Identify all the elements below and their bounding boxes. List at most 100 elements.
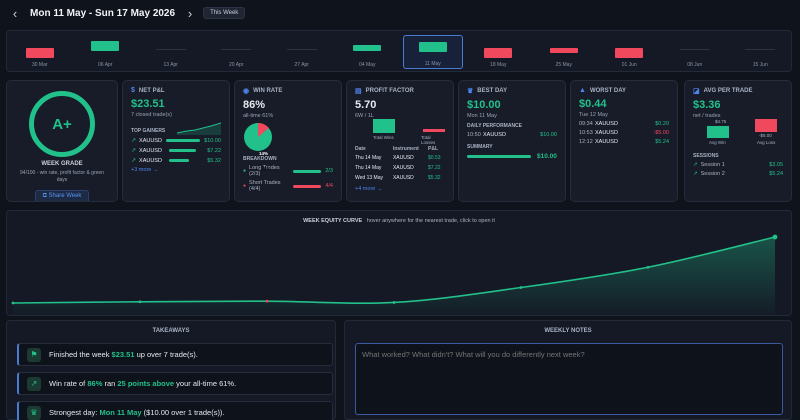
avg-win-amount: $4.75 xyxy=(715,119,727,124)
equity-point[interactable] xyxy=(646,265,650,269)
equity-point[interactable] xyxy=(519,286,523,289)
long-dot-icon: ● xyxy=(243,168,247,174)
column-header: Instrument xyxy=(392,146,419,152)
table-row[interactable]: Wed 13 May XAUUSD $5.32 xyxy=(355,173,445,183)
empty-week-marker xyxy=(221,49,252,50)
best-day-sub: Mon 11 May xyxy=(467,113,497,119)
week-strip-day[interactable]: 27 Apr xyxy=(272,35,332,69)
session-row: ↗ Session 2 $5.24 xyxy=(693,171,783,177)
takeaway-text: Finished the week $23.51 up over 7 trade… xyxy=(49,350,198,359)
net-pnl-sub: 7 closed trade(s) xyxy=(131,112,172,118)
worst-day-sub: Tue 12 May xyxy=(579,112,608,118)
worst-day-trade-row[interactable]: 10:53 XAUUSD -$5.00 xyxy=(579,130,669,136)
takeaway-text: Strongest day: Mon 11 May ($10.00 over 1… xyxy=(49,408,225,417)
trade-value: $5.24 xyxy=(655,139,669,145)
week-strip-day[interactable]: 01 Jun xyxy=(599,35,659,69)
gainer-bar xyxy=(169,149,197,152)
table-cell: XAUUSD xyxy=(392,175,414,181)
worst-day-value: $0.44 xyxy=(579,98,607,110)
pie-win-label: 86% xyxy=(261,167,272,173)
week-date-label: 13 Apr xyxy=(163,62,178,68)
empty-week-marker xyxy=(679,49,710,50)
week-strip-day[interactable]: 30 Mar xyxy=(10,35,70,69)
more-gainers-link[interactable]: +3 more → xyxy=(131,167,159,173)
total-losses-bar xyxy=(423,129,445,132)
weekly-notes-input[interactable] xyxy=(355,343,783,415)
grade-card: A+ WEEK GRADE 94/100 - win rate, profit … xyxy=(6,80,118,202)
equity-hint-text: hover anywhere for the nearest trade, cl… xyxy=(366,218,495,224)
weekly-notes-panel: WEEKLY NOTES xyxy=(344,320,792,420)
week-strip-day[interactable]: 06 Apr xyxy=(75,35,135,69)
table-cell: $0.53 xyxy=(428,155,441,161)
net-pnl-card: $ NET P&L $23.51 7 closed trade(s) TOP GA… xyxy=(122,80,230,202)
week-strip-day[interactable]: 15 Jun xyxy=(730,35,790,69)
gainer-row[interactable]: ↗ XAUUSD $7.22 xyxy=(131,147,221,155)
avg-win-label: Avg Win xyxy=(709,140,726,145)
worst-day-trade-row[interactable]: 09:34 XAUUSD $0.20 xyxy=(579,121,669,127)
trade-time: 09:34 xyxy=(579,121,593,127)
equity-area xyxy=(13,237,775,315)
table-cell: XAUUSD xyxy=(392,165,414,171)
summary-title: SUMMARY xyxy=(467,144,493,150)
week-strip-day[interactable]: 04 May xyxy=(337,35,397,69)
avg-win-bar xyxy=(707,126,729,138)
equity-point[interactable] xyxy=(11,301,15,305)
week-date-label: 01 Jun xyxy=(621,62,637,68)
gainer-bar xyxy=(166,139,201,142)
worst-day-trade-row[interactable]: 12:12 XAUUSD $5.24 xyxy=(579,139,669,145)
chart-icon: ▤ xyxy=(355,88,362,95)
week-profit-bar xyxy=(418,42,447,52)
win-rate-value: 86% xyxy=(243,99,266,111)
next-week-button[interactable]: › xyxy=(187,5,193,21)
equity-curve-panel[interactable]: WEEK EQUITY CURVE hover anywhere for the… xyxy=(6,210,792,316)
warning-icon: ▲ xyxy=(579,87,586,94)
week-strip-day[interactable]: 08 Jun xyxy=(665,35,725,69)
gainer-row[interactable]: ↗ XAUUSD $5.32 xyxy=(131,157,221,165)
worst-day-card: ▲ WORST DAY $0.44 Tue 12 May 09:34 XAUUSD $… xyxy=(570,80,678,202)
gainer-bar xyxy=(169,159,190,162)
table-row[interactable]: Thu 14 May XAUUSD $7.22 xyxy=(355,163,445,173)
grade-description: 94/100 - win rate, profit factor & green… xyxy=(20,170,104,183)
trend-up-icon: ↗ xyxy=(693,162,698,168)
week-date-label: 25 May xyxy=(555,62,572,68)
share-week-label: Share Week xyxy=(48,193,82,199)
recent-trades-table: Date Instrument P&L Thu 14 May XAUUSD $0.53 Th… xyxy=(355,145,445,183)
week-date-label: 08 Jun xyxy=(687,62,703,68)
column-header: Date xyxy=(355,146,366,152)
best-day-trade-row[interactable]: 10:50 XAUUSD $10.00 xyxy=(467,132,557,138)
avg-loss-amount: -$5.00 xyxy=(759,133,772,138)
week-strip-day[interactable]: 20 Apr xyxy=(206,35,266,69)
this-week-button[interactable]: This Week xyxy=(203,7,246,19)
trade-symbol: XAUUSD xyxy=(595,139,618,145)
equity-point[interactable] xyxy=(772,234,778,240)
equity-curve-chart[interactable] xyxy=(7,211,793,317)
week-strip-day[interactable]: 11 May xyxy=(402,35,463,69)
share-week-button[interactable]: ⧉ Share Week xyxy=(35,190,89,201)
takeaways-title: TAKEAWAYS xyxy=(152,328,190,334)
profit-factor-value: 5.70 xyxy=(355,99,377,111)
week-loss-bar xyxy=(549,48,578,53)
table-row[interactable]: Thu 14 May XAUUSD $0.53 xyxy=(355,153,445,163)
takeaway-text: Win rate of 86% ran 25 points above your… xyxy=(49,379,237,388)
prev-week-button[interactable]: ‹ xyxy=(12,5,18,21)
short-trades-label: Short Trades (4/4) xyxy=(249,180,281,192)
week-strip-day[interactable]: 18 May xyxy=(468,35,528,69)
summary-value: $10.00 xyxy=(537,153,557,160)
week-loss-bar xyxy=(615,48,644,58)
column-header: P&L xyxy=(428,146,438,152)
week-strip-day[interactable]: 25 May xyxy=(534,35,594,69)
week-loss-bar xyxy=(25,48,54,58)
table-cell: $5.32 xyxy=(428,175,441,181)
equity-point[interactable] xyxy=(392,301,396,304)
trade-symbol: XAUUSD xyxy=(483,132,506,138)
equity-point[interactable] xyxy=(265,299,269,303)
week-date-label: 04 May xyxy=(359,62,376,68)
week-date-label: 06 Apr xyxy=(98,62,113,68)
week-strip-day[interactable]: 13 Apr xyxy=(141,35,201,69)
more-trades-link[interactable]: +4 more → xyxy=(355,186,383,192)
session-name: Session 2 xyxy=(700,171,725,177)
gainer-row[interactable]: ↗ XAUUSD $10.00 xyxy=(131,137,221,145)
equity-point[interactable] xyxy=(138,300,142,304)
table-cell: Wed 13 May xyxy=(355,175,383,181)
session-name: Session 1 xyxy=(700,162,725,168)
